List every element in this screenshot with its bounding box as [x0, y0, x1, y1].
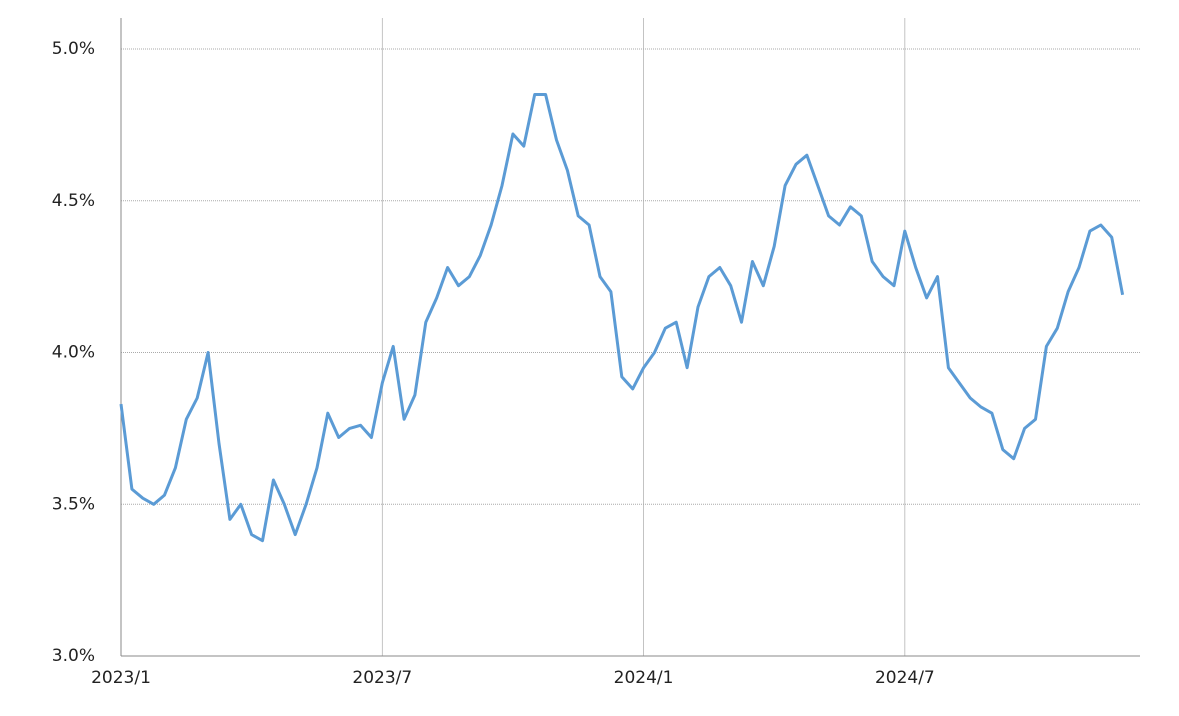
x-tick-label: 2024/7	[875, 668, 935, 688]
y-tick-label: 3.5%	[52, 494, 95, 514]
y-tick-label: 4.0%	[52, 343, 95, 363]
x-tick-label: 2024/1	[614, 668, 674, 688]
y-tick-label: 4.5%	[52, 191, 95, 211]
y-tick-label: 3.0%	[52, 646, 95, 666]
y-tick-label: 5.0%	[52, 39, 95, 59]
line	[119, 93, 1125, 543]
x-tick-label: 2023/7	[352, 668, 412, 688]
x-tick-label: 2023/1	[91, 668, 151, 688]
